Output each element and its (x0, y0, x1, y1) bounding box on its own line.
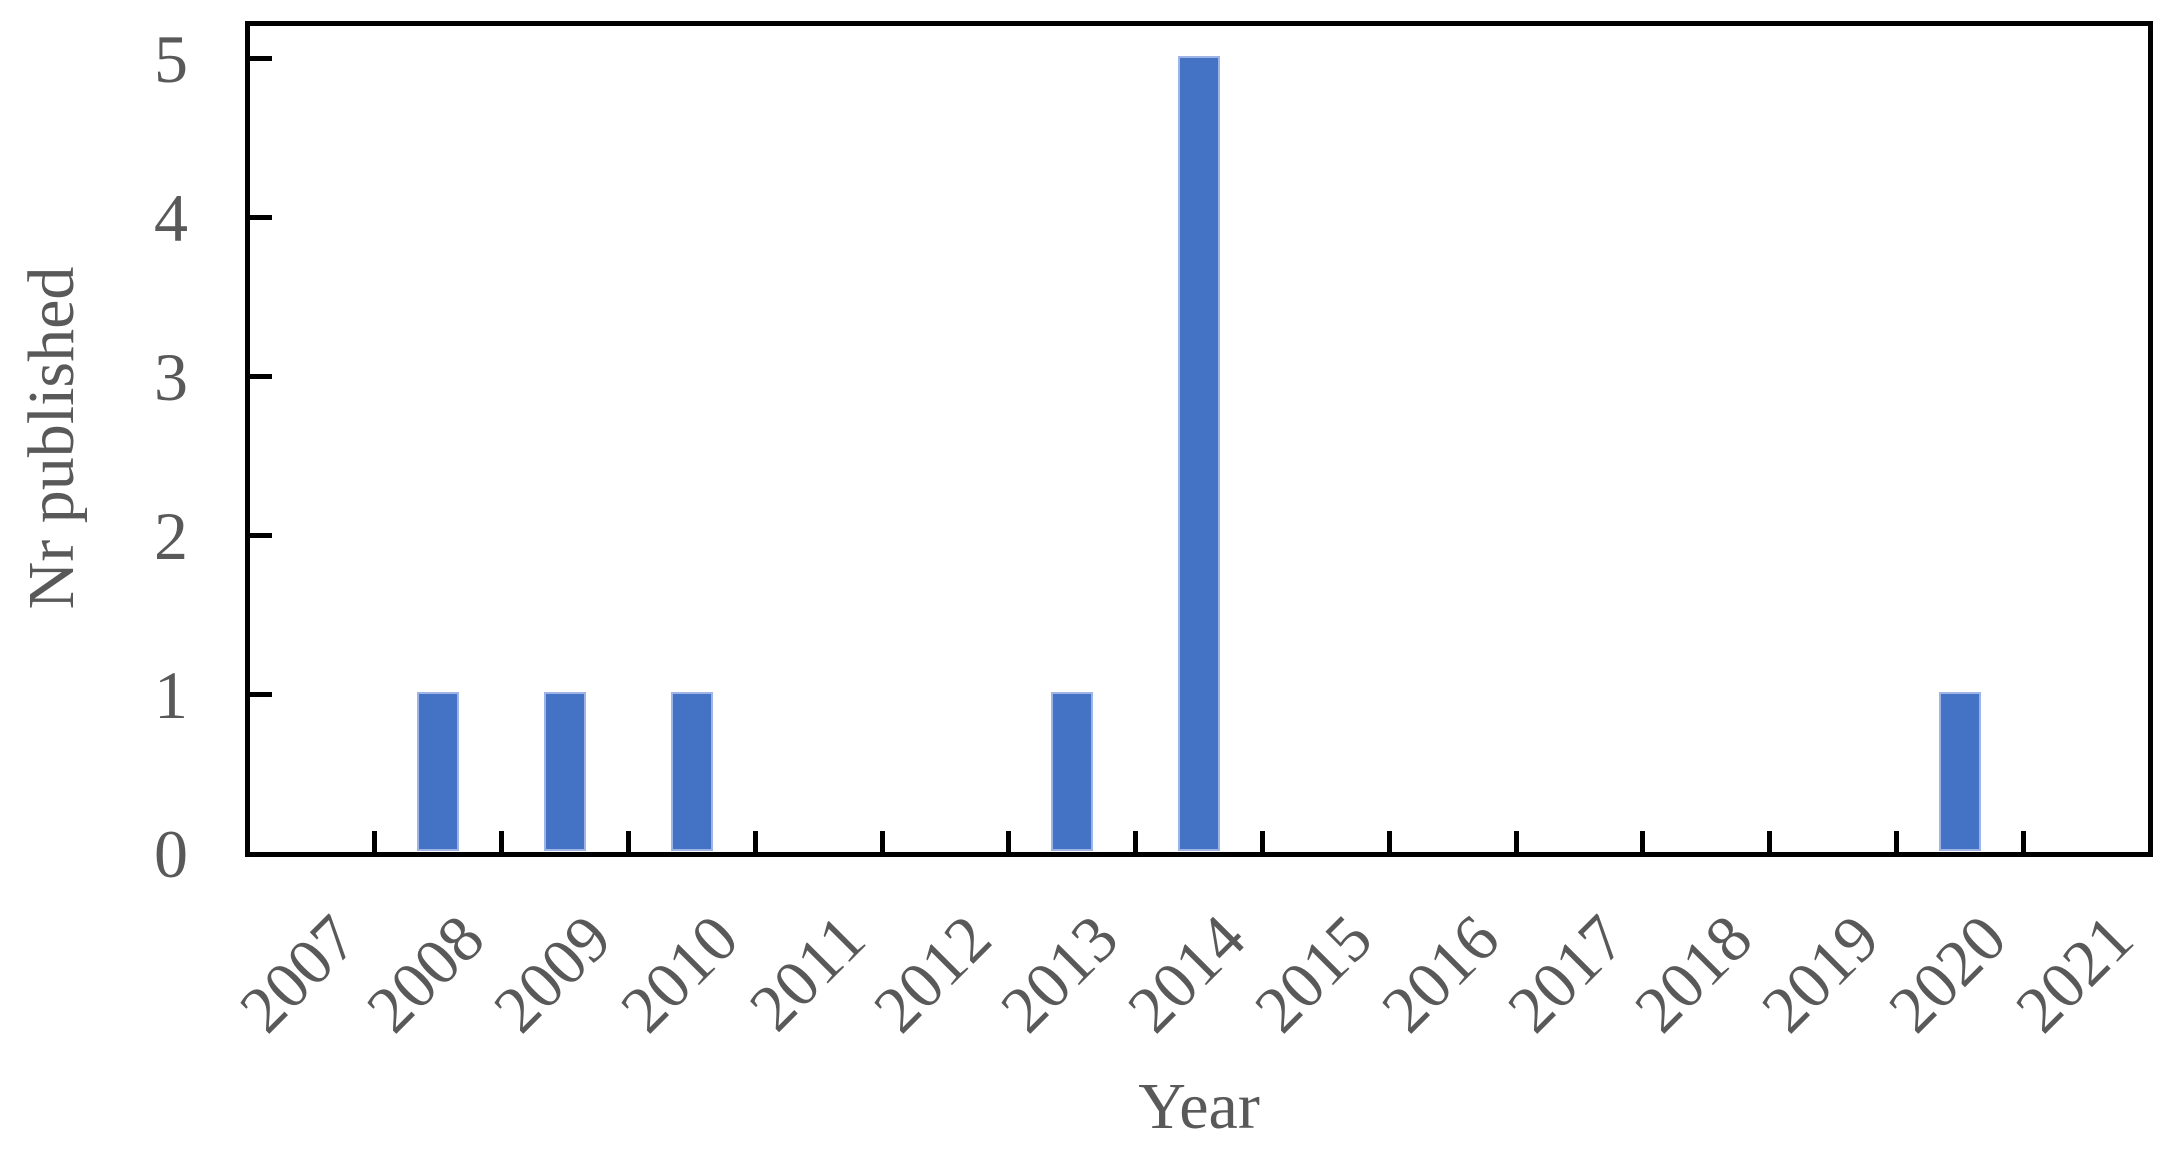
x-tick-boundary-12 (1767, 831, 1773, 852)
y-axis-title: Nr published (15, 266, 88, 610)
x-tick-boundary-4 (752, 831, 758, 852)
x-tick-boundary-10 (1513, 831, 1519, 852)
x-tick-boundary-8 (1259, 831, 1265, 852)
x-axis-title: Year (1138, 1070, 1260, 1143)
bar-2013 (1051, 692, 1094, 851)
x-tick-boundary-6 (1006, 831, 1012, 852)
y-tick-label-3: 3 (154, 338, 188, 415)
y-tick-label-2: 2 (154, 497, 188, 574)
bar-2014 (1178, 56, 1220, 851)
y-tick-4 (250, 215, 272, 220)
y-tick-3 (250, 374, 272, 379)
bar-2008 (417, 692, 460, 851)
y-tick-2 (250, 533, 272, 538)
plot-area (245, 21, 2153, 857)
x-tick-boundary-3 (625, 831, 631, 852)
y-tick-5 (250, 56, 272, 61)
x-tick-boundary-9 (1386, 831, 1392, 852)
x-tick-boundary-2 (499, 831, 505, 852)
bar-2009 (544, 692, 586, 851)
x-tick-boundary-13 (1893, 831, 1899, 852)
x-tick-boundary-14 (2020, 831, 2026, 852)
y-tick-label-5: 5 (154, 20, 188, 97)
bar-2020 (1938, 692, 1981, 851)
x-tick-boundary-5 (879, 831, 885, 852)
x-tick-boundary-1 (372, 831, 378, 852)
x-tick-boundary-7 (1133, 831, 1139, 852)
bar-2010 (670, 692, 713, 851)
y-tick-label-0: 0 (154, 815, 188, 892)
y-tick-label-4: 4 (154, 179, 188, 256)
y-tick-label-1: 1 (154, 656, 188, 733)
x-tick-boundary-11 (1640, 831, 1646, 852)
y-tick-1 (250, 692, 272, 697)
